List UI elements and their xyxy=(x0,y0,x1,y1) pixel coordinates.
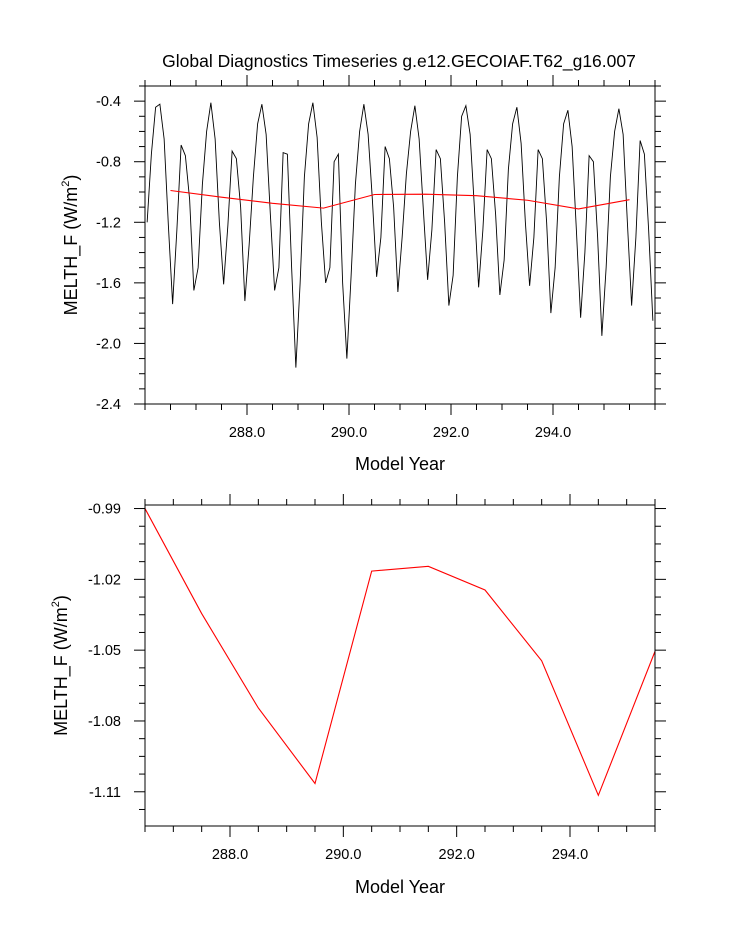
x-axis-label-top: Model Year xyxy=(355,454,445,474)
x-tick-label: 292.0 xyxy=(433,425,469,441)
chart-bottom-annual: 288.0 290.0 292.0 294.0 -0.99 -1.02 -1.05 -1.08… xyxy=(50,494,666,897)
y-tick-label: -1.11 xyxy=(89,785,121,801)
y-tick-label: -2.0 xyxy=(96,336,121,352)
x-tick-label: 288.0 xyxy=(212,847,248,863)
y-tick-label: -1.2 xyxy=(96,215,121,231)
series-line-annual-0 xyxy=(170,189,630,210)
x-tick-label: 292.0 xyxy=(439,847,475,863)
y-axis-label-top-sup: 2 xyxy=(60,181,72,187)
y-tick-label: -0.8 xyxy=(96,155,121,171)
tick-labels-bottom: 288.0 290.0 292.0 294.0 -0.99 -1.02 -1.05 -1.08… xyxy=(88,502,588,863)
y-axis-label-bottom-sup: 2 xyxy=(50,601,62,607)
x-tick-label: 288.0 xyxy=(229,425,265,441)
x-tick-label: 294.0 xyxy=(535,425,571,441)
y-tick-label: -2.4 xyxy=(96,397,121,413)
y-tick-label: -1.02 xyxy=(88,572,121,588)
plot-lines-bottom xyxy=(145,508,655,797)
plot-lines-top xyxy=(146,102,654,368)
plot-frame-bottom xyxy=(144,504,656,827)
y-tick-label: -1.08 xyxy=(88,714,121,730)
tick-marks-bottom xyxy=(134,494,666,837)
y-axis-label-top-base: MELTH_F (W/m xyxy=(61,187,82,316)
x-tick-label: 290.0 xyxy=(325,847,361,863)
y-tick-label: -0.4 xyxy=(96,94,121,110)
chart-title: Global Diagnostics Timeseries g.e12.GECO… xyxy=(162,51,636,72)
x-tick-label: 294.0 xyxy=(552,847,588,863)
plot-frame-top xyxy=(144,85,656,405)
y-axis-label-bottom-base: MELTH_F (W/m xyxy=(51,607,72,736)
x-axis-label-bottom: Model Year xyxy=(355,877,445,897)
series-line-monthly-0 xyxy=(146,102,654,368)
series-line-annual-1 xyxy=(145,508,655,797)
chart-top-monthly-and-annual: 288.0 290.0 292.0 294.0 -0.4 -0.8 -1.2 -1.6 -2.0… xyxy=(60,75,666,474)
y-axis-label-top-close: ) xyxy=(61,175,81,181)
y-axis-label-bottom-close: ) xyxy=(51,595,71,601)
y-tick-label: -1.6 xyxy=(96,276,121,292)
y-tick-label: -1.05 xyxy=(88,643,121,659)
y-axis-label-top: MELTH_F (W/m2) xyxy=(60,175,82,316)
x-tick-label: 290.0 xyxy=(331,425,367,441)
tick-marks-top xyxy=(134,75,666,415)
y-axis-label-bottom: MELTH_F (W/m2) xyxy=(50,595,72,736)
tick-labels-top: 288.0 290.0 292.0 294.0 -0.4 -0.8 -1.2 -1.6 -2.0… xyxy=(96,94,571,441)
y-tick-label: -0.99 xyxy=(88,502,121,518)
